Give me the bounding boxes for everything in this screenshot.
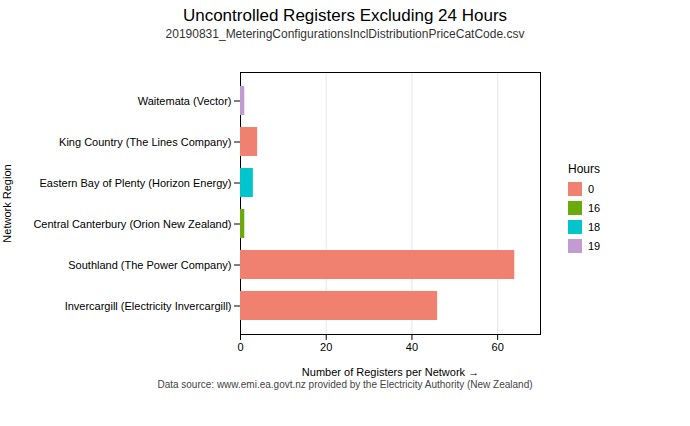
svg-text:40: 40 [406,341,418,353]
svg-text:Southland (The Power Company): Southland (The Power Company) [68,259,231,271]
svg-text:Network Region: Network Region [1,164,13,242]
html-text:Hours: Hours [568,162,600,176]
svg-text:60: 60 [492,341,504,353]
html-text:16: 16 [588,202,601,214]
svg-text:Central Canterbury (Orion New: Central Canterbury (Orion New Zealand) [33,218,231,230]
svg-text:0: 0 [237,341,243,353]
html-text:0: 0 [588,183,595,195]
svg-text:20: 20 [320,341,332,353]
html-text:18: 18 [588,221,601,233]
html-text:20190831_MeteringConfiguration: 20190831_MeteringConfigurationsInclDistr… [165,27,525,41]
html-text:Uncontrolled Registers Excludi: Uncontrolled Registers Excluding 24 Hour… [182,6,507,25]
html-text:Data source: www.emi.ea.govt.n: Data source: www.emi.ea.govt.nz provided… [157,379,533,390]
svg-text:King Country (The Lines Compan: King Country (The Lines Company) [59,136,231,148]
svg-text:Waitemata (Vector): Waitemata (Vector) [138,95,232,107]
html-text:19: 19 [588,240,601,252]
svg-text:Eastern Bay of Plenty (Horizon: Eastern Bay of Plenty (Horizon Energy) [40,177,232,189]
svg-text:Invercargill (Electricity Inve: Invercargill (Electricity Invercargill) [65,300,232,312]
svg-text:Number of Registers per Networ: Number of Registers per Network → [302,366,479,378]
